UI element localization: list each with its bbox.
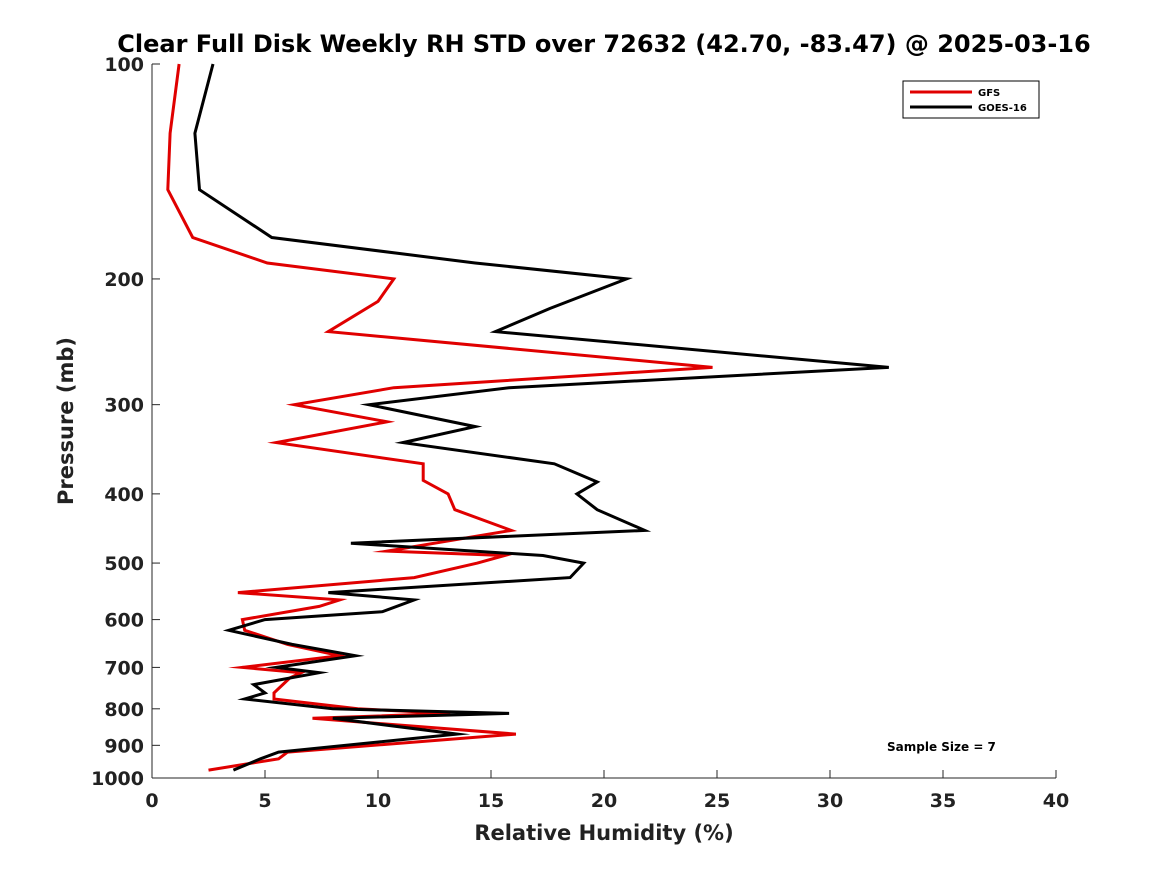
y-tick-label: 700 [104, 657, 144, 679]
x-axis-label: Relative Humidity (%) [474, 821, 733, 845]
legend-label-gfs: GFS [978, 88, 1000, 99]
chart-title: Clear Full Disk Weekly RH STD over 72632… [117, 30, 1090, 58]
y-tick-label: 600 [104, 610, 144, 632]
series-line-goes16 [193, 63, 889, 772]
y-axis-label: Pressure (mb) [54, 337, 78, 505]
y-tick-label: 200 [104, 269, 144, 291]
x-tick-label: 25 [704, 790, 730, 812]
x-tick-label: 15 [478, 790, 504, 812]
x-tick-label: 10 [365, 790, 391, 812]
y-tick-label: 400 [104, 484, 144, 506]
y-tick-label: 800 [104, 699, 144, 721]
y-tick-label: 900 [104, 735, 144, 757]
x-tick-label: 5 [258, 790, 271, 812]
x-tick-label: 40 [1043, 790, 1069, 812]
x-tick-label: 20 [591, 790, 617, 812]
sample-size-annotation: Sample Size = 7 [887, 740, 996, 754]
y-tick-label: 500 [104, 553, 144, 575]
y-tick-label: 100 [104, 54, 144, 76]
series-layer [166, 63, 889, 772]
legend-box [902, 80, 1040, 119]
series-line-gfs [166, 63, 713, 772]
x-tick-label: 30 [817, 790, 843, 812]
legend-label-goes16: GOES-16 [978, 103, 1027, 114]
y-tick-label: 300 [104, 395, 144, 417]
x-tick-label: 0 [145, 790, 158, 812]
x-tick-label: 35 [930, 790, 956, 812]
y-axis-ticks: 100 200 300 400 500 600 700 800 900 1000 [91, 54, 160, 790]
y-tick-label: 1000 [91, 768, 144, 790]
legend: GFS GOES-16 [902, 80, 1040, 119]
x-axis-ticks: 0 5 10 15 20 25 30 35 40 [145, 770, 1069, 812]
